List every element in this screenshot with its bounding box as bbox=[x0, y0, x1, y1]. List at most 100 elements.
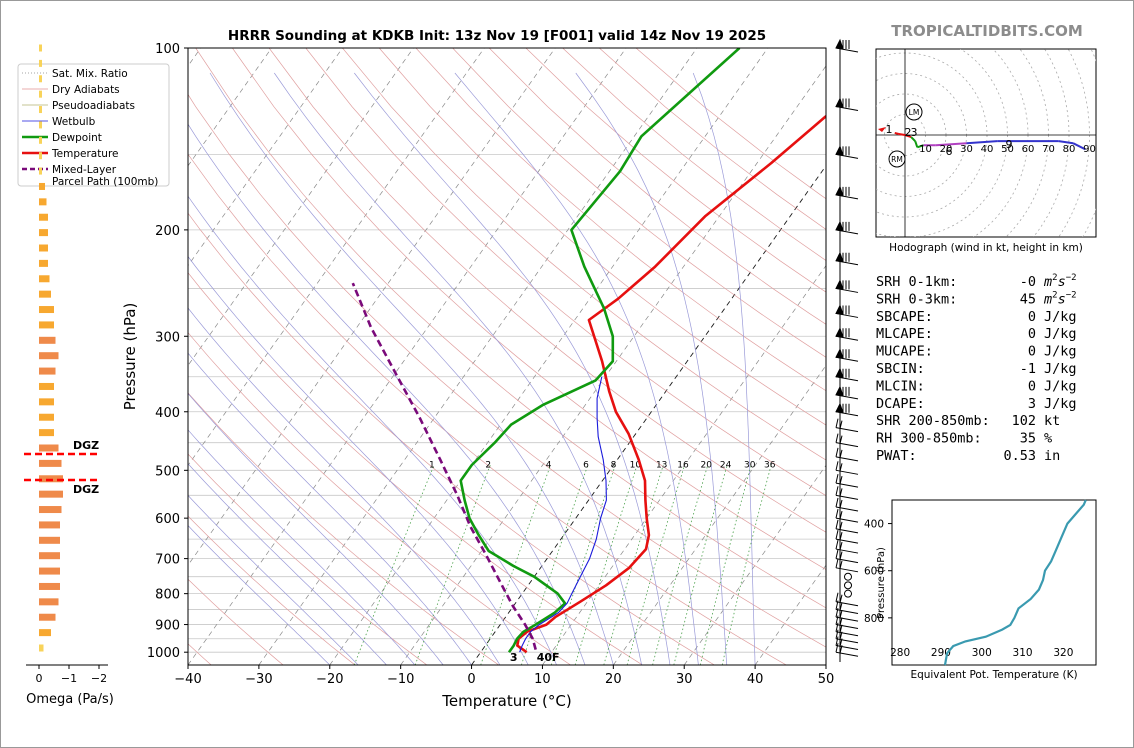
dry-adiabat bbox=[188, 272, 643, 665]
storm-motion-label: LM bbox=[909, 108, 920, 117]
moist-adiabat bbox=[188, 123, 586, 665]
x-tick-label: 40 bbox=[747, 672, 764, 687]
wind-barb bbox=[835, 367, 859, 382]
hodograph-caption: Hodograph (wind in kt, height in km) bbox=[889, 242, 1083, 254]
mixing-ratio-line bbox=[673, 464, 728, 665]
dry-adiabat bbox=[342, 48, 826, 461]
moist-adiabat bbox=[575, 72, 728, 665]
dgz-label-bottom: DGZ bbox=[73, 483, 99, 496]
isotherm bbox=[188, 48, 272, 167]
omega-bar bbox=[39, 429, 54, 437]
dry-adiabat bbox=[305, 48, 826, 497]
omega-bar bbox=[39, 244, 48, 252]
omega-tick-label: −2 bbox=[91, 672, 107, 685]
mixing-ratio-label: 20 bbox=[701, 460, 713, 470]
omega-bar bbox=[39, 444, 59, 452]
wind-barb bbox=[835, 385, 859, 400]
dry-adiabat bbox=[188, 153, 787, 665]
index-label: PWAT: bbox=[876, 448, 917, 464]
y-axis-label: Pressure (hPa) bbox=[121, 303, 139, 411]
moist-adiabat bbox=[188, 392, 444, 665]
wind-barb bbox=[835, 402, 859, 417]
index-value: 0 bbox=[1028, 344, 1036, 360]
dry-adiabat bbox=[188, 515, 356, 665]
omega-bar bbox=[39, 306, 54, 314]
hodograph-trace bbox=[1058, 140, 1074, 145]
index-unit: in bbox=[1044, 448, 1060, 464]
index-unit: J/kg bbox=[1044, 344, 1077, 360]
index-value: 0 bbox=[1028, 326, 1036, 342]
omega-bar bbox=[39, 398, 54, 406]
wind-barb bbox=[835, 145, 859, 159]
x-tick-label: 20 bbox=[605, 672, 622, 687]
wind-barb-column bbox=[835, 38, 859, 662]
x-tick-label: 50 bbox=[818, 672, 835, 687]
wind-barb bbox=[835, 447, 859, 462]
wind-barb bbox=[835, 279, 859, 293]
moist-adiabat bbox=[188, 307, 501, 665]
legend-label: Mixed-Layer bbox=[52, 164, 117, 176]
y-tick-label: 200 bbox=[155, 224, 180, 239]
index-value: 45 bbox=[1020, 291, 1036, 307]
dry-adiabat bbox=[452, 48, 826, 358]
legend-label: Temperature bbox=[51, 148, 119, 160]
wind-barb bbox=[835, 185, 859, 200]
index-unit: m2s−2 bbox=[1043, 273, 1077, 290]
isotherm bbox=[188, 48, 414, 367]
dry-adiabat bbox=[188, 93, 826, 648]
index-value: 102 bbox=[1012, 413, 1036, 429]
moist-adiabat bbox=[454, 72, 699, 665]
wind-barb bbox=[835, 461, 859, 475]
x-tick-label: 10 bbox=[534, 672, 551, 687]
wind-barb bbox=[835, 474, 859, 488]
wind-barb bbox=[835, 622, 859, 637]
dry-adiabat bbox=[188, 578, 284, 665]
y-tick-label: 500 bbox=[155, 464, 180, 479]
mixing-ratio-label: 1 bbox=[429, 460, 435, 470]
mixing-ratio-line bbox=[699, 464, 752, 665]
index-unit: % bbox=[1044, 431, 1052, 447]
wind-barb bbox=[844, 581, 852, 590]
storm-motion-arrow bbox=[878, 127, 886, 132]
dewpoint-line bbox=[459, 48, 741, 653]
wind-barb bbox=[835, 497, 859, 512]
omega-bar bbox=[39, 167, 42, 175]
legend-label: Dewpoint bbox=[52, 132, 102, 144]
wind-barb bbox=[835, 347, 859, 362]
storm-motion-label: RM bbox=[891, 155, 903, 164]
hodograph-height-label: 2 bbox=[905, 126, 912, 139]
omega-bar bbox=[39, 275, 50, 283]
index-value: 35 bbox=[1020, 431, 1036, 447]
theta-e-x-tick-label: 280 bbox=[890, 647, 910, 659]
mixing-ratio-label: 4 bbox=[546, 460, 552, 470]
isotherm bbox=[683, 464, 826, 665]
x-tick-label: −40 bbox=[174, 672, 201, 687]
x-axis-label: Temperature (°C) bbox=[441, 692, 571, 710]
dry-adiabat bbox=[268, 48, 826, 533]
theta-e-x-tick-label: 300 bbox=[972, 647, 992, 659]
y-tick-label: 900 bbox=[155, 619, 180, 634]
omega-bar bbox=[39, 382, 54, 390]
moist-adiabat bbox=[188, 494, 359, 665]
index-unit: J/kg bbox=[1044, 309, 1077, 325]
hodograph-trace bbox=[910, 136, 916, 142]
omega-bar bbox=[39, 582, 60, 590]
omega-bar bbox=[39, 367, 56, 375]
omega-bar bbox=[39, 59, 42, 67]
theta-e-y-axis-label: Pressure (hPa) bbox=[876, 547, 887, 619]
mixing-ratio-line bbox=[626, 464, 685, 665]
hodograph-trace bbox=[935, 142, 967, 147]
hodograph-ring-label: 90 bbox=[1083, 144, 1096, 155]
hodograph-ring-label: 40 bbox=[981, 144, 994, 155]
moist-adiabat bbox=[188, 352, 472, 665]
moist-adiabat bbox=[188, 429, 416, 665]
y-tick-label: 400 bbox=[155, 406, 180, 421]
index-value: 0 bbox=[1028, 378, 1036, 394]
omega-bar bbox=[39, 459, 62, 467]
omega-bar bbox=[39, 90, 42, 98]
temperature-line bbox=[515, 114, 826, 654]
hodograph-trace bbox=[898, 132, 906, 136]
wind-barb bbox=[835, 486, 859, 500]
